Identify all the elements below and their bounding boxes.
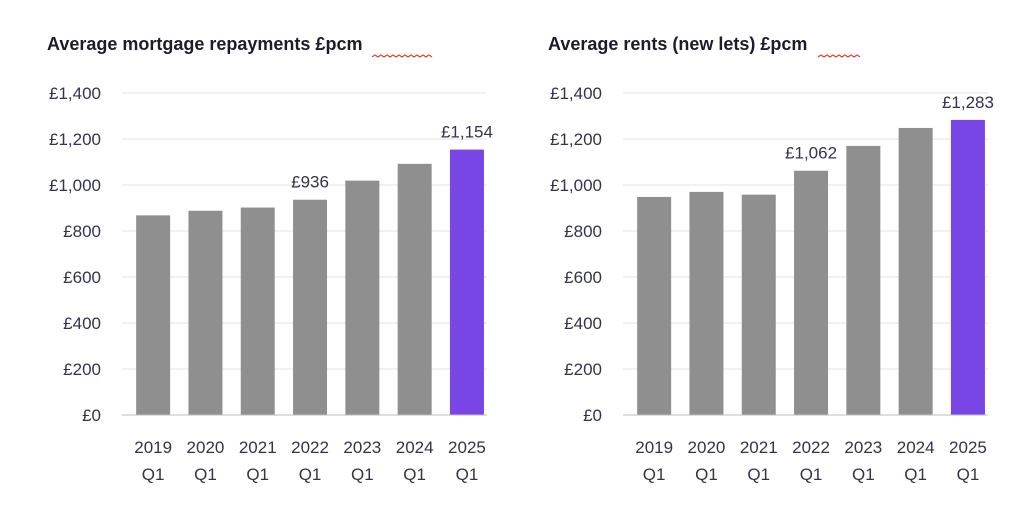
x-tick-label-quarter: Q1 xyxy=(403,465,426,484)
y-tick-label: £200 xyxy=(564,360,602,379)
bar xyxy=(293,199,328,415)
y-tick-label: £0 xyxy=(583,406,602,425)
x-tick-label-quarter: Q1 xyxy=(747,465,770,484)
x-tick-label-quarter: Q1 xyxy=(852,465,875,484)
bar-highlight xyxy=(449,149,484,415)
x-tick-label-year: 2021 xyxy=(740,438,778,457)
y-tick-label: £1,200 xyxy=(550,130,602,149)
bar xyxy=(794,170,829,415)
x-tick-label-quarter: Q1 xyxy=(643,465,666,484)
chart-title: Average rents (new lets) £pcm xyxy=(548,34,807,54)
x-tick-label-quarter: Q1 xyxy=(299,465,322,484)
y-tick-label: £1,000 xyxy=(49,176,101,195)
x-tick-label-year: 2023 xyxy=(844,438,882,457)
bar xyxy=(136,215,171,415)
x-tick-label-quarter: Q1 xyxy=(246,465,269,484)
bar xyxy=(240,207,275,415)
x-tick-label-quarter: Q1 xyxy=(194,465,217,484)
x-tick-label-quarter: Q1 xyxy=(351,465,374,484)
x-tick-label-quarter: Q1 xyxy=(800,465,823,484)
y-tick-label: £800 xyxy=(564,222,602,241)
x-tick-label-year: 2025 xyxy=(949,438,987,457)
x-tick-label-quarter: Q1 xyxy=(957,465,980,484)
x-tick-label-quarter: Q1 xyxy=(904,465,927,484)
x-tick-label-quarter: Q1 xyxy=(695,465,718,484)
bar xyxy=(846,145,881,415)
data-label: £1,154 xyxy=(441,123,493,142)
y-tick-label: £1,200 xyxy=(49,130,101,149)
y-tick-label: £600 xyxy=(564,268,602,287)
spellcheck-underline xyxy=(371,54,433,58)
x-tick-label-year: 2021 xyxy=(239,438,277,457)
bar-highlight xyxy=(950,119,985,415)
y-tick-label: £0 xyxy=(82,406,101,425)
x-tick-label-year: 2020 xyxy=(688,438,726,457)
y-tick-label: £400 xyxy=(564,314,602,333)
y-tick-label: £800 xyxy=(63,222,101,241)
x-tick-label-year: 2019 xyxy=(635,438,673,457)
bar xyxy=(188,210,223,415)
data-label: £936 xyxy=(291,173,329,192)
y-tick-label: £200 xyxy=(63,360,101,379)
bar xyxy=(689,191,724,415)
bar xyxy=(637,196,672,415)
chart-panel-2: Average rents (new lets) £pcm £0 £200 £400 £… xyxy=(548,34,994,484)
x-tick-label-year: 2022 xyxy=(291,438,329,457)
x-tick-label-year: 2024 xyxy=(897,438,935,457)
x-tick-label-year: 2020 xyxy=(187,438,225,457)
bar xyxy=(898,127,933,416)
data-label: £1,283 xyxy=(942,93,994,112)
x-tick-label-year: 2025 xyxy=(448,438,486,457)
spellcheck-underline xyxy=(817,54,861,58)
y-tick-label: £400 xyxy=(63,314,101,333)
x-tick-label-year: 2022 xyxy=(792,438,830,457)
x-tick-label-quarter: Q1 xyxy=(456,465,479,484)
x-tick-label-year: 2024 xyxy=(396,438,434,457)
chart-panel-1: Average mortgage repayments £pcm £0 £200 £4… xyxy=(47,34,493,484)
y-tick-label: £1,400 xyxy=(49,84,101,103)
y-tick-label: £1,000 xyxy=(550,176,602,195)
y-tick-label: £1,400 xyxy=(550,84,602,103)
x-tick-label-quarter: Q1 xyxy=(142,465,165,484)
x-tick-label-year: 2023 xyxy=(343,438,381,457)
bar xyxy=(741,194,776,415)
bar xyxy=(345,180,380,415)
bar xyxy=(397,163,432,415)
data-label: £1,062 xyxy=(785,144,837,163)
chart-title: Average mortgage repayments £pcm xyxy=(47,34,362,54)
y-tick-label: £600 xyxy=(63,268,101,287)
x-tick-label-year: 2019 xyxy=(134,438,172,457)
